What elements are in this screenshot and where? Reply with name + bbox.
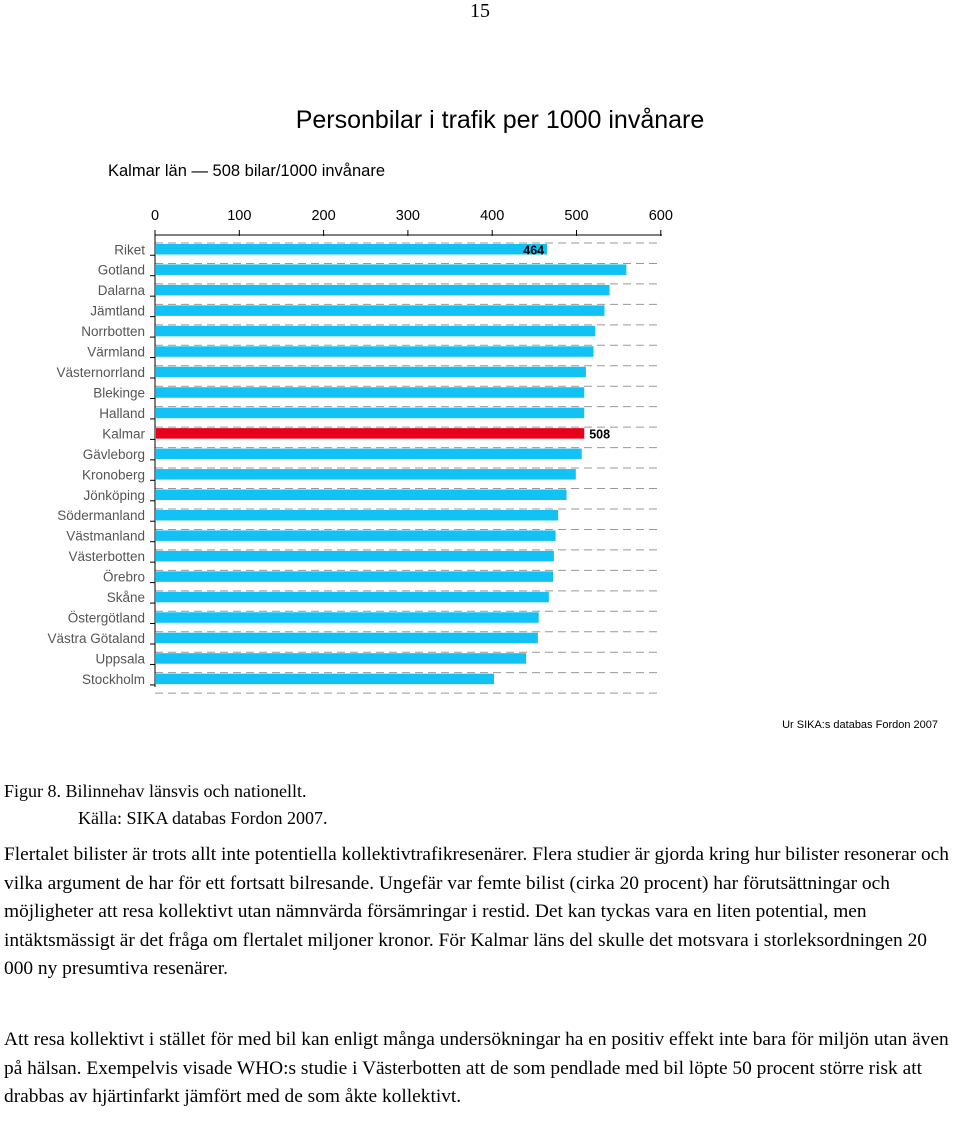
- bar-layer: [156, 244, 627, 685]
- bar: [156, 550, 554, 562]
- category-label: Norrbotten: [81, 324, 145, 339]
- x-tick-label: 500: [564, 208, 588, 224]
- category-label: Gotland: [98, 263, 145, 278]
- chart-title: Personbilar i trafik per 1000 invånare: [295, 106, 705, 134]
- category-label: Skåne: [107, 590, 145, 605]
- category-label: Blekinge: [93, 385, 145, 400]
- label-layer: 0 100 200 300 400 500 600 Riket Gotland Dalarna Jä…: [47, 208, 672, 687]
- bar-chart: 0 100 200 300 400 500 600 Riket Gotland Dalarna Jä…: [47, 208, 673, 694]
- category-label: Örebro: [103, 570, 145, 585]
- category-label: Gävleborg: [83, 447, 145, 462]
- bar: [156, 428, 585, 439]
- category-label: Västmanland: [66, 529, 145, 544]
- x-tick-label: 0: [151, 208, 159, 224]
- x-tick-label: 100: [227, 208, 251, 224]
- category-label: Uppsala: [95, 651, 145, 666]
- category-label: Västernorrland: [56, 365, 145, 380]
- category-label: Halland: [99, 406, 145, 421]
- bar: [156, 407, 585, 419]
- data-label: 464: [523, 243, 544, 257]
- bar: [156, 366, 586, 378]
- category-label: Jämtland: [90, 304, 145, 319]
- body-paragraph-2: Att resa kollektivt i stället för med bi…: [4, 1029, 949, 1108]
- category-label: Stockholm: [82, 672, 145, 687]
- category-label: Kronoberg: [82, 467, 145, 482]
- category-label: Södermanland: [57, 508, 145, 523]
- data-label: 508: [589, 427, 610, 441]
- bar: [156, 632, 538, 644]
- bar: [156, 591, 549, 603]
- bar: [156, 469, 576, 480]
- category-label: Västra Götaland: [47, 631, 145, 646]
- chart-source-note: Ur SIKA:s databas Fordon 2007: [782, 719, 938, 731]
- category-label: Östergötland: [68, 611, 145, 626]
- grid-layer: [155, 242, 662, 694]
- figure-caption-line1: Figur 8. Bilinnehav länsvis och nationel…: [4, 781, 307, 801]
- x-tick-label: 400: [480, 208, 504, 224]
- x-tick-label: 600: [649, 208, 673, 224]
- bar: [156, 264, 627, 275]
- bar: [156, 653, 527, 664]
- bar: [156, 571, 554, 582]
- bar: [156, 387, 585, 398]
- x-tick-label: 200: [311, 208, 335, 224]
- bar: [156, 509, 559, 521]
- category-label: Dalarna: [98, 283, 146, 298]
- bar: [156, 448, 582, 460]
- bar: [156, 489, 567, 501]
- bar: [156, 346, 594, 357]
- chart-subtitle: Kalmar län — 508 bilar/1000 invånare: [108, 162, 385, 180]
- category-label: Kalmar: [102, 426, 145, 441]
- figure-caption: Figur 8. Bilinnehav länsvis och nationel…: [4, 778, 327, 832]
- bar: [156, 530, 556, 541]
- x-tick-label: 300: [396, 208, 420, 224]
- figure-caption-line2: Källa: SIKA databas Fordon 2007.: [78, 808, 328, 828]
- bar: [156, 612, 539, 623]
- category-label: Västerbotten: [68, 549, 145, 564]
- category-label: Värmland: [87, 345, 145, 360]
- axis-layer: [150, 230, 662, 687]
- bar: [156, 325, 596, 337]
- bar: [156, 244, 548, 255]
- category-label: Riket: [114, 242, 145, 257]
- bar: [156, 284, 610, 296]
- bar: [156, 673, 495, 685]
- category-label: Jönköping: [83, 488, 145, 503]
- bar: [156, 305, 605, 316]
- page-number: 15: [470, 0, 490, 22]
- body-paragraph-1: Flertalet bilister är trots allt inte po…: [4, 844, 949, 980]
